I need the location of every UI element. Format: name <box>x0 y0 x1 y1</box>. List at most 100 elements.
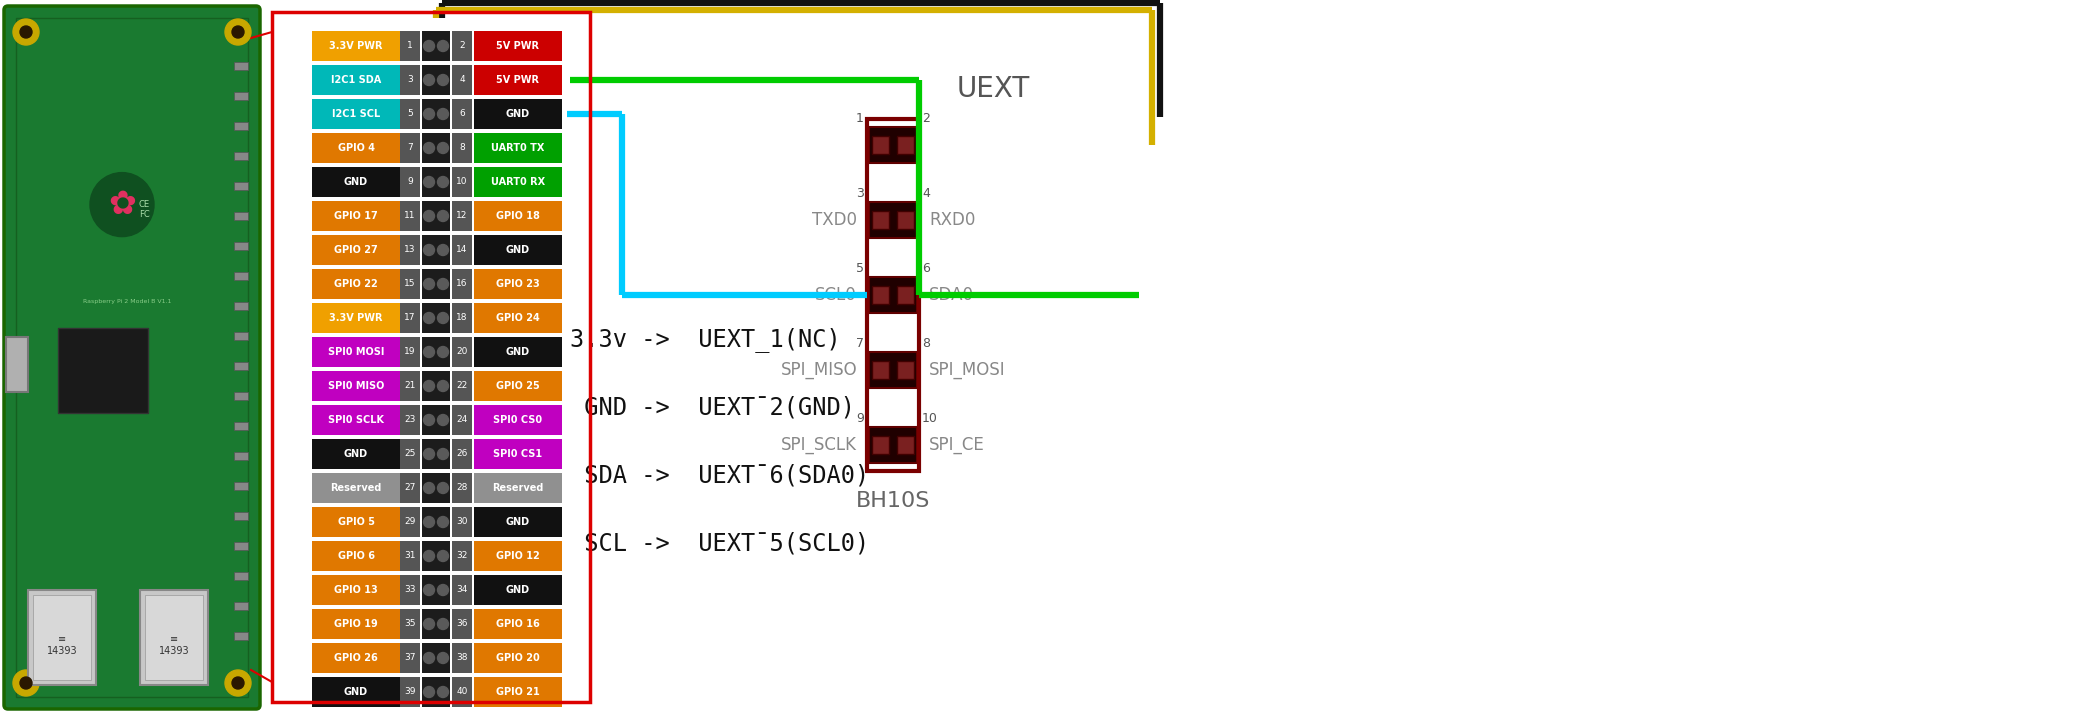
Bar <box>233 542 248 550</box>
Bar <box>452 269 471 299</box>
Bar <box>233 632 248 640</box>
Text: 36: 36 <box>456 619 467 629</box>
Circle shape <box>423 551 433 562</box>
Bar <box>452 541 471 571</box>
Bar <box>421 643 450 673</box>
Text: GND: GND <box>344 449 369 459</box>
Bar <box>6 337 27 392</box>
Text: 24: 24 <box>456 415 467 425</box>
Bar <box>452 473 471 503</box>
Bar <box>400 677 421 707</box>
Bar <box>313 371 400 401</box>
Bar <box>400 473 421 503</box>
Circle shape <box>438 74 448 86</box>
Circle shape <box>13 19 40 45</box>
Circle shape <box>438 210 448 222</box>
Bar <box>400 575 421 605</box>
Text: BH10S: BH10S <box>857 491 929 511</box>
Bar <box>869 127 917 163</box>
Bar <box>473 473 563 503</box>
Bar <box>871 136 890 154</box>
Bar <box>452 575 471 605</box>
Circle shape <box>438 449 448 459</box>
Text: 31: 31 <box>404 552 415 560</box>
Text: 33: 33 <box>404 585 415 595</box>
Bar <box>871 211 890 229</box>
Text: GPIO 22: GPIO 22 <box>333 279 377 289</box>
Bar <box>233 62 248 70</box>
Bar <box>452 235 471 265</box>
Text: GPIO 13: GPIO 13 <box>333 585 377 595</box>
Bar <box>871 361 890 379</box>
Text: GPIO 27: GPIO 27 <box>333 245 377 255</box>
Text: Raspberry Pi 2 Model B V1.1: Raspberry Pi 2 Model B V1.1 <box>83 300 171 305</box>
Bar <box>869 427 917 463</box>
Bar <box>233 242 248 250</box>
Bar <box>473 201 563 231</box>
Text: SPI_MISO: SPI_MISO <box>779 361 857 379</box>
Text: 6: 6 <box>458 109 465 119</box>
Text: 1: 1 <box>406 42 413 50</box>
Bar <box>313 439 400 469</box>
Text: 10: 10 <box>456 178 467 186</box>
Text: 23: 23 <box>404 415 415 425</box>
Text: 1: 1 <box>857 112 865 125</box>
Circle shape <box>423 210 433 222</box>
Text: GND: GND <box>344 177 369 187</box>
Bar <box>421 609 450 639</box>
Text: GPIO 12: GPIO 12 <box>496 551 540 561</box>
Text: Reserved: Reserved <box>329 483 381 493</box>
Text: 14: 14 <box>456 246 467 254</box>
Text: SCL ->  UEXT¯5(SCL0): SCL -> UEXT¯5(SCL0) <box>571 532 869 556</box>
Text: 40: 40 <box>456 688 467 696</box>
Text: 39: 39 <box>404 688 415 696</box>
Bar <box>313 609 400 639</box>
Text: 26: 26 <box>456 449 467 459</box>
Bar <box>421 541 450 571</box>
Circle shape <box>13 670 40 696</box>
Text: 20: 20 <box>456 348 467 356</box>
Text: 28: 28 <box>456 484 467 492</box>
Bar <box>400 371 421 401</box>
Bar <box>871 286 890 304</box>
Bar <box>452 337 471 367</box>
Text: UEXT: UEXT <box>957 75 1029 103</box>
Bar <box>400 541 421 571</box>
Bar <box>452 31 471 61</box>
Bar <box>473 643 563 673</box>
FancyBboxPatch shape <box>4 6 260 709</box>
Bar <box>400 201 421 231</box>
Circle shape <box>438 618 448 629</box>
Text: SPI0 CS0: SPI0 CS0 <box>494 415 542 425</box>
Circle shape <box>438 109 448 120</box>
Bar <box>421 235 450 265</box>
Bar <box>313 337 400 367</box>
Text: 9: 9 <box>857 412 865 425</box>
Text: 13: 13 <box>404 246 415 254</box>
Circle shape <box>438 143 448 153</box>
Bar <box>452 405 471 435</box>
Bar <box>421 439 450 469</box>
Bar <box>273 12 590 702</box>
Bar <box>421 575 450 605</box>
Text: 7: 7 <box>857 337 865 350</box>
Bar <box>233 512 248 520</box>
Circle shape <box>438 551 448 562</box>
Circle shape <box>423 380 433 392</box>
Bar <box>452 609 471 639</box>
Circle shape <box>438 346 448 358</box>
Bar <box>313 167 400 197</box>
Text: 5: 5 <box>406 109 413 119</box>
Circle shape <box>225 670 250 696</box>
Circle shape <box>423 312 433 323</box>
Circle shape <box>423 449 433 459</box>
Bar <box>473 167 563 197</box>
Text: UART0 RX: UART0 RX <box>492 177 546 187</box>
Bar <box>313 405 400 435</box>
Bar <box>421 99 450 129</box>
Bar <box>896 361 915 379</box>
Text: SPI_CE: SPI_CE <box>929 436 986 454</box>
Circle shape <box>423 143 433 153</box>
Bar <box>421 201 450 231</box>
Bar <box>33 595 92 680</box>
